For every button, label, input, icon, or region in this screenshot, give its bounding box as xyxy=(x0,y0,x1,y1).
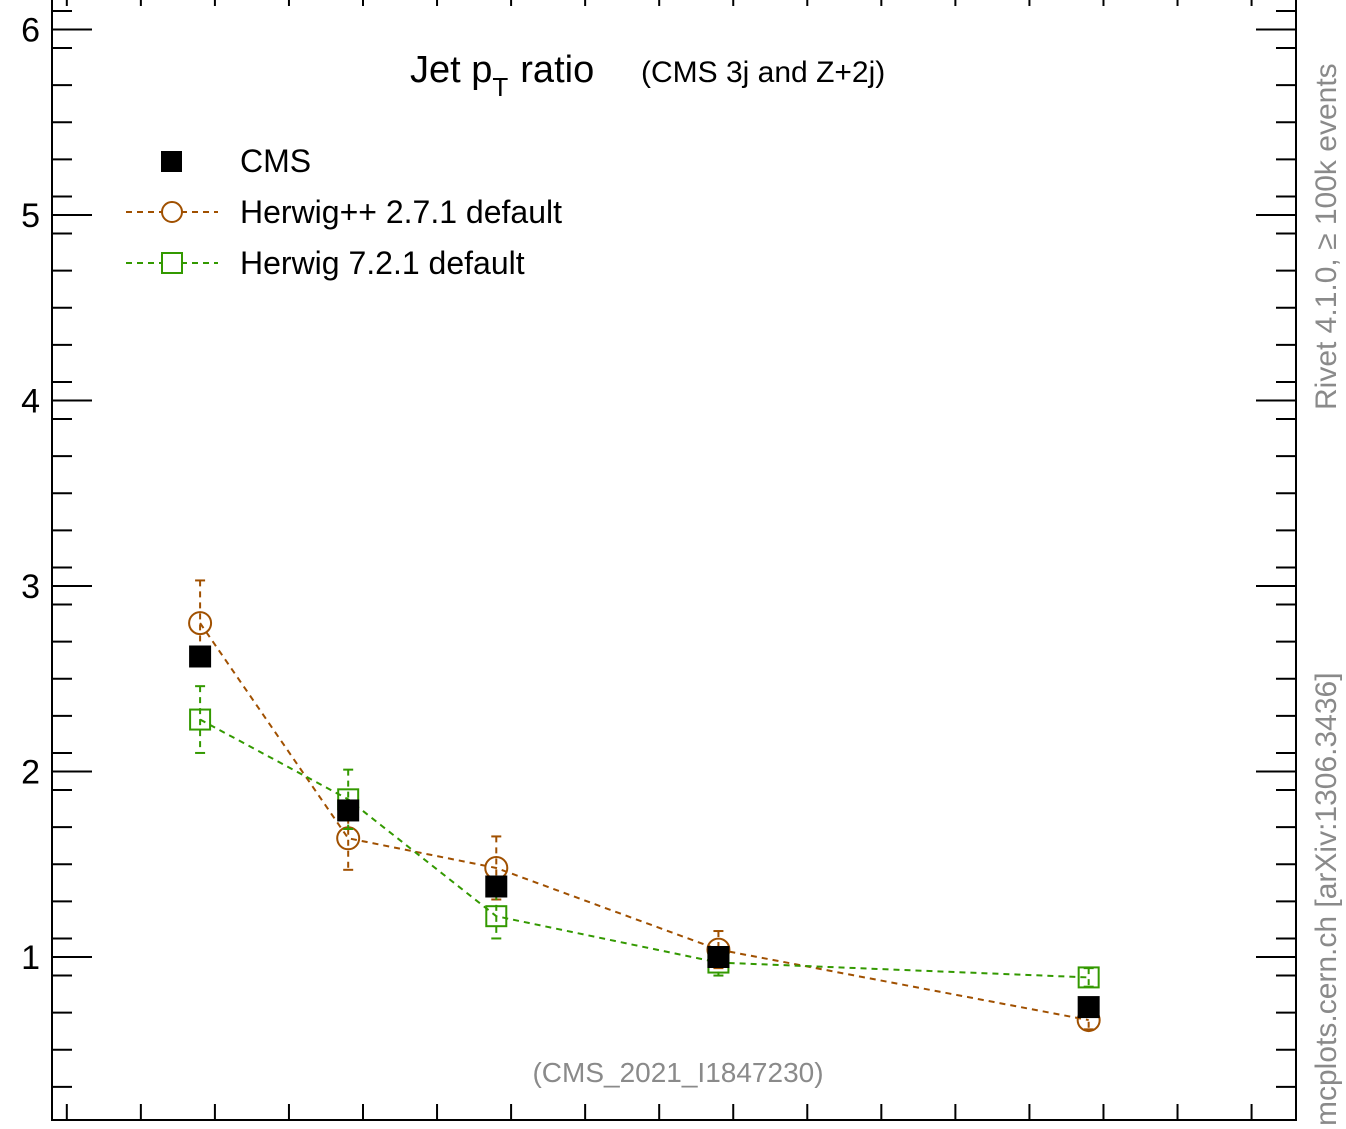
series-herwig-7-2-1-default xyxy=(189,685,1100,989)
y-tick-label: 6 xyxy=(21,12,40,50)
legend-marker-cms xyxy=(161,151,182,172)
data-point xyxy=(1077,996,1100,1019)
legend-label-herwig7: Herwig 7.2.1 default xyxy=(240,245,525,281)
series-line xyxy=(199,718,1089,979)
data-point xyxy=(189,708,212,731)
plot-frame xyxy=(51,0,1297,1121)
side-label-rivet: Rivet 4.1.0, ≥ 100k events xyxy=(1310,63,1343,410)
y-tick-label: 5 xyxy=(21,197,40,235)
legend-label-cms: CMS xyxy=(240,143,311,179)
y-tick-label: 3 xyxy=(21,568,40,606)
y-tick-label: 2 xyxy=(21,754,40,792)
data-point xyxy=(337,799,360,822)
title-tail: ratio xyxy=(520,49,594,91)
series-cms xyxy=(189,645,1100,1019)
plot-border xyxy=(51,0,1297,1121)
series-herwig-2-7-1-default xyxy=(188,579,1101,1033)
title-text: Jet p xyxy=(410,49,492,91)
legend-marker-herwig7 xyxy=(161,252,183,274)
chart-title: Jet pT ratio xyxy=(410,49,594,102)
data-point xyxy=(485,905,508,928)
chart-subtitle: (CMS 3j and Z+2j) xyxy=(641,56,885,89)
legend-label-herwigpp: Herwig++ 2.7.1 default xyxy=(240,194,562,230)
series-line xyxy=(199,622,1089,1022)
title-subscript: T xyxy=(492,72,508,102)
y-tick-label: 4 xyxy=(21,383,40,421)
series-layer xyxy=(188,579,1101,1033)
analysis-label: (CMS_2021_I1847230) xyxy=(532,1057,823,1088)
y-tick-label: 1 xyxy=(21,939,40,977)
data-point xyxy=(1077,966,1100,989)
axis-ticks: 1 2 3 4 5 6 xyxy=(21,0,1296,1120)
data-point xyxy=(189,645,212,668)
legend-marker-herwigpp xyxy=(161,201,183,223)
data-point xyxy=(485,875,508,898)
legend: CMS Herwig++ 2.7.1 default Herwig 7.2.1 … xyxy=(126,143,562,281)
data-point xyxy=(707,946,730,968)
side-label-mcplots: mcplots.cern.ch [arXiv:1306.3436] xyxy=(1310,672,1343,1126)
data-point xyxy=(188,611,213,636)
